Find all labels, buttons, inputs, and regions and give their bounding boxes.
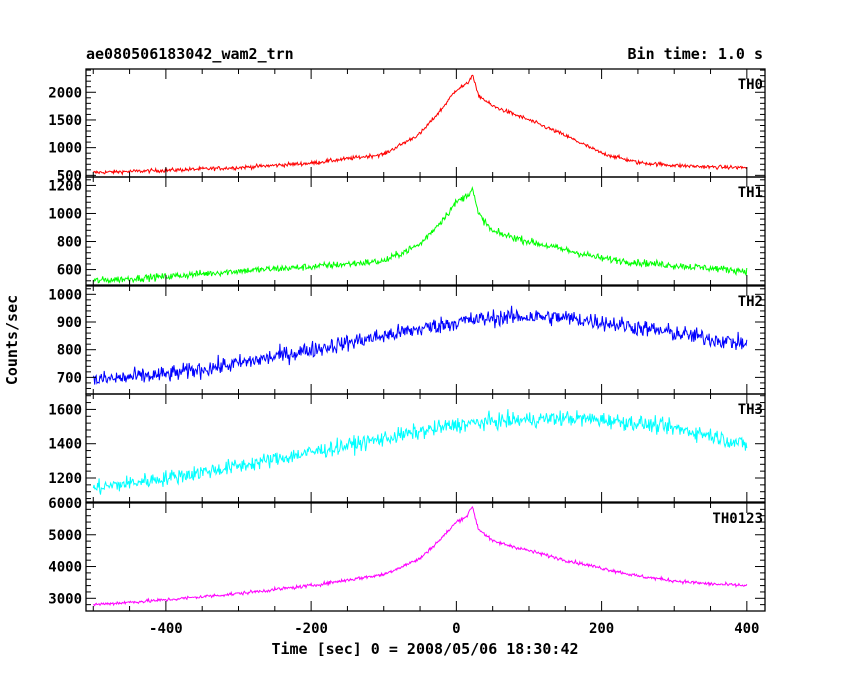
y-tick-label: 6000 <box>48 496 82 512</box>
panel-th3: 1200 1400 1600 TH3 <box>48 393 766 503</box>
series-line-th0 <box>93 74 748 176</box>
y-tick-label: 5000 <box>48 528 82 544</box>
y-tick-label: 900 <box>57 315 82 331</box>
y-tick-label: 700 <box>57 370 82 386</box>
y-tick-label: 2000 <box>48 85 82 101</box>
y-tick-label: 1000 <box>48 141 82 157</box>
y-tick-label: 3000 <box>48 591 82 607</box>
panel-name-th0: TH0 <box>738 77 763 93</box>
y-tick-label: 1200 <box>48 178 82 194</box>
y-tick-label: 1400 <box>48 437 82 453</box>
chart-title-right: Bin time: 1.0 s <box>628 45 763 63</box>
x-tick-label: -200 <box>294 621 328 637</box>
y-tick-label: 1000 <box>48 206 82 222</box>
panel-frame <box>85 502 766 612</box>
x-tick-label: 200 <box>589 621 614 637</box>
series-line-th2 <box>92 305 748 385</box>
y-tick-label: 800 <box>57 235 82 251</box>
series-line-th1 <box>92 186 748 284</box>
y-tick-label: 1500 <box>48 113 82 129</box>
x-tick-label: -400 <box>149 621 183 637</box>
panel-th0123: 3000 4000 5000 6000 TH0123 <box>48 496 766 612</box>
panel-th1: 600 800 1000 1200 TH1 <box>48 176 766 286</box>
y-tick-label: 800 <box>57 343 82 359</box>
x-tick-label: 0 <box>452 621 460 637</box>
series-line-th3 <box>92 409 748 495</box>
panel-th2: 700 800 900 1000 TH2 <box>48 285 766 395</box>
panel-frame <box>85 68 766 178</box>
panel-th0: 500 1000 1500 2000 TH0 <box>48 68 766 184</box>
panel-name-th3: TH3 <box>738 402 763 418</box>
x-axis-label: Time [sec] 0 = 2008/05/06 18:30:42 <box>271 640 578 658</box>
x-tick-label: 400 <box>734 621 759 637</box>
y-tick-label: 500 <box>57 168 82 184</box>
y-tick-label: 1000 <box>48 287 82 303</box>
chart-title-left: ae080506183042_wam2_trn <box>86 45 294 63</box>
panel-name-th0123: TH0123 <box>712 511 763 527</box>
y-tick-label: 1200 <box>48 471 82 487</box>
y-tick-label: 600 <box>57 263 82 279</box>
y-tick-label: 1600 <box>48 402 82 418</box>
panel-name-th2: TH2 <box>738 294 763 310</box>
panel-frame <box>85 393 766 503</box>
panel-frame <box>85 176 766 286</box>
panel-name-th1: TH1 <box>738 185 763 201</box>
y-tick-label: 4000 <box>48 560 82 576</box>
y-axis-label: Counts/sec <box>3 295 21 385</box>
series-line-th0123 <box>92 505 748 607</box>
